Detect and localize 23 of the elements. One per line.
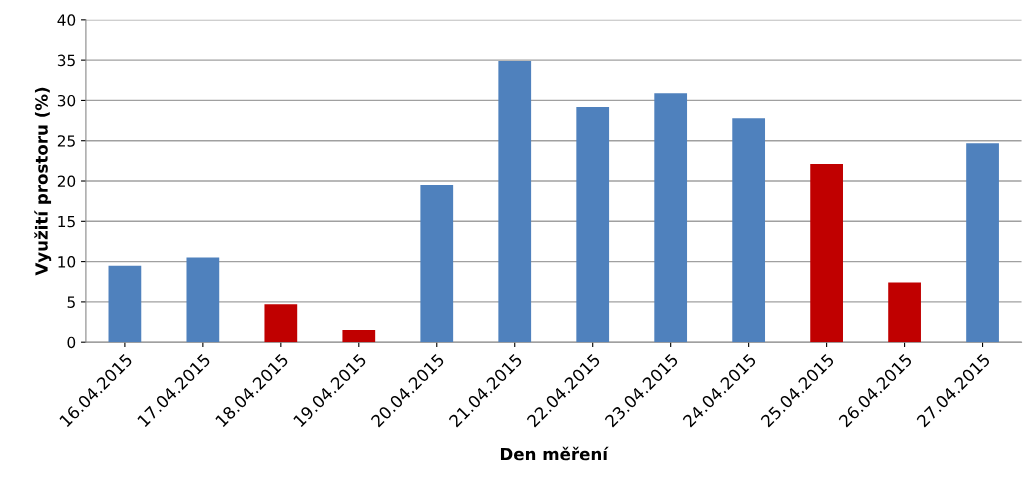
bar (420, 185, 454, 343)
bar (264, 304, 298, 343)
y-tick-label: 5 (67, 296, 75, 308)
y-tick-label: 30 (57, 94, 76, 107)
y-tick-label: 20 (57, 175, 76, 188)
x-axis-title: Den měření (500, 446, 609, 461)
y-tick-label: 0 (67, 336, 76, 349)
bar (342, 330, 376, 343)
bar (966, 143, 999, 343)
bar (186, 257, 220, 343)
y-axis-title: Využití prostoru (%) (34, 87, 52, 276)
bar (498, 60, 532, 343)
bar (576, 106, 610, 343)
y-tick-label: 15 (58, 215, 75, 228)
bar (810, 164, 843, 343)
bar (732, 118, 766, 343)
bar (108, 265, 142, 343)
bar (888, 282, 921, 343)
y-tick-label: 10 (58, 256, 76, 268)
y-tick-label: 35 (57, 54, 75, 67)
bar (654, 93, 688, 343)
y-tick-label: 40 (57, 14, 76, 26)
y-tick-label: 25 (57, 135, 75, 147)
